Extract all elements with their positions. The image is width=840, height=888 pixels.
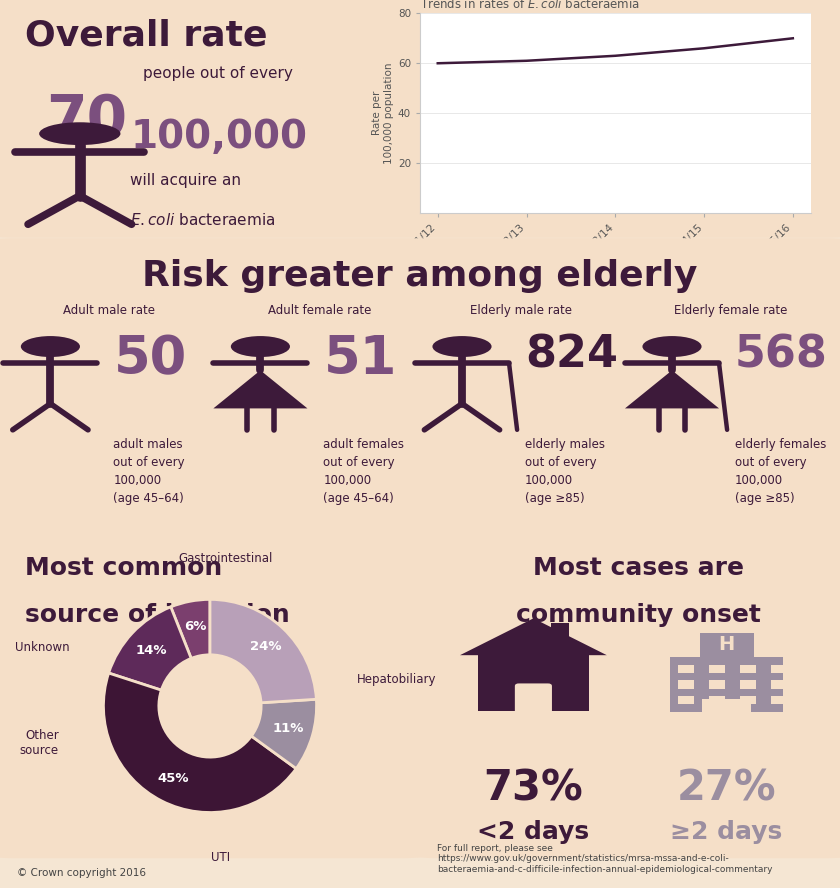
Text: elderly males
out of every
100,000
(age ≥85): elderly males out of every 100,000 (age … [525,438,605,504]
FancyBboxPatch shape [702,699,751,711]
Polygon shape [213,370,307,408]
Text: Elderly male rate: Elderly male rate [470,304,572,317]
Polygon shape [460,618,606,655]
Text: Adult female rate: Adult female rate [267,304,371,317]
Wedge shape [108,607,192,690]
Text: 24%: 24% [249,640,281,654]
Text: Elderly female rate: Elderly female rate [675,304,787,317]
Text: Unknown: Unknown [15,641,70,654]
FancyBboxPatch shape [669,656,784,711]
FancyBboxPatch shape [0,238,840,548]
FancyBboxPatch shape [0,0,840,238]
Text: For full report, please see
https://www.gov.uk/government/statistics/mrsa-mssa-a: For full report, please see https://www.… [437,844,772,874]
Text: Most common: Most common [25,556,223,580]
Text: Hepatobiliary: Hepatobiliary [357,673,437,686]
Text: people out of every: people out of every [143,66,292,81]
Text: H: H [718,635,735,654]
Wedge shape [251,699,317,769]
Text: elderly females
out of every
100,000
(age ≥85): elderly females out of every 100,000 (ag… [735,438,827,504]
FancyBboxPatch shape [771,680,787,689]
FancyBboxPatch shape [740,665,756,673]
Text: Overall rate: Overall rate [25,19,268,52]
Text: will acquire an: will acquire an [130,173,241,188]
Text: ≥2 days: ≥2 days [670,820,783,844]
Circle shape [231,336,290,357]
Text: 11%: 11% [272,722,303,735]
FancyBboxPatch shape [709,696,725,704]
Polygon shape [625,370,719,408]
Wedge shape [103,673,297,813]
Text: 6%: 6% [184,620,206,633]
Text: 73%: 73% [484,767,583,809]
Text: 45%: 45% [157,772,189,785]
Text: $\it{E. coli}$ bacteraemia: $\it{E. coli}$ bacteraemia [130,212,276,228]
Text: Adult male rate: Adult male rate [63,304,155,317]
Text: 100,000: 100,000 [130,118,307,155]
Wedge shape [171,599,210,658]
FancyBboxPatch shape [551,623,569,646]
Text: 824: 824 [525,333,618,377]
FancyBboxPatch shape [478,654,589,711]
Text: 568: 568 [735,333,828,377]
Text: 27%: 27% [677,767,776,809]
FancyBboxPatch shape [740,696,756,704]
Text: 14%: 14% [135,644,166,657]
Text: <2 days: <2 days [477,820,590,844]
Circle shape [433,336,491,357]
Text: adult females
out of every
100,000
(age 45–64): adult females out of every 100,000 (age … [323,438,404,504]
Text: source of infection: source of infection [25,603,290,627]
Text: adult males
out of every
100,000
(age 45–64): adult males out of every 100,000 (age 45… [113,438,185,504]
Text: community onset: community onset [516,603,761,627]
Text: Most cases are: Most cases are [533,556,744,580]
Text: Other
source: Other source [19,729,59,757]
Text: © Crown copyright 2016: © Crown copyright 2016 [17,868,146,877]
Circle shape [39,123,120,145]
FancyBboxPatch shape [395,536,840,858]
FancyBboxPatch shape [0,536,445,858]
FancyBboxPatch shape [678,696,694,704]
X-axis label: Financial year: Financial year [576,264,654,274]
Text: 51: 51 [323,333,396,385]
FancyBboxPatch shape [709,680,725,689]
FancyBboxPatch shape [678,680,694,689]
Circle shape [21,336,80,357]
Y-axis label: Rate per
100,000 population: Rate per 100,000 population [372,62,394,164]
Text: Trends in rates of $\it{E. coli}$ bacteraemia: Trends in rates of $\it{E. coli}$ bacter… [420,0,640,11]
Circle shape [643,336,701,357]
Text: 70: 70 [46,91,128,149]
FancyBboxPatch shape [700,633,753,656]
FancyBboxPatch shape [771,665,787,673]
FancyBboxPatch shape [740,680,756,689]
Text: Gastrointestinal: Gastrointestinal [179,552,273,566]
FancyBboxPatch shape [771,696,787,704]
Text: Risk greater among elderly: Risk greater among elderly [142,259,698,293]
Wedge shape [210,599,317,702]
FancyBboxPatch shape [515,684,552,714]
Text: 50: 50 [113,333,186,385]
FancyBboxPatch shape [678,665,694,673]
Text: UTI: UTI [211,851,230,864]
FancyBboxPatch shape [709,665,725,673]
